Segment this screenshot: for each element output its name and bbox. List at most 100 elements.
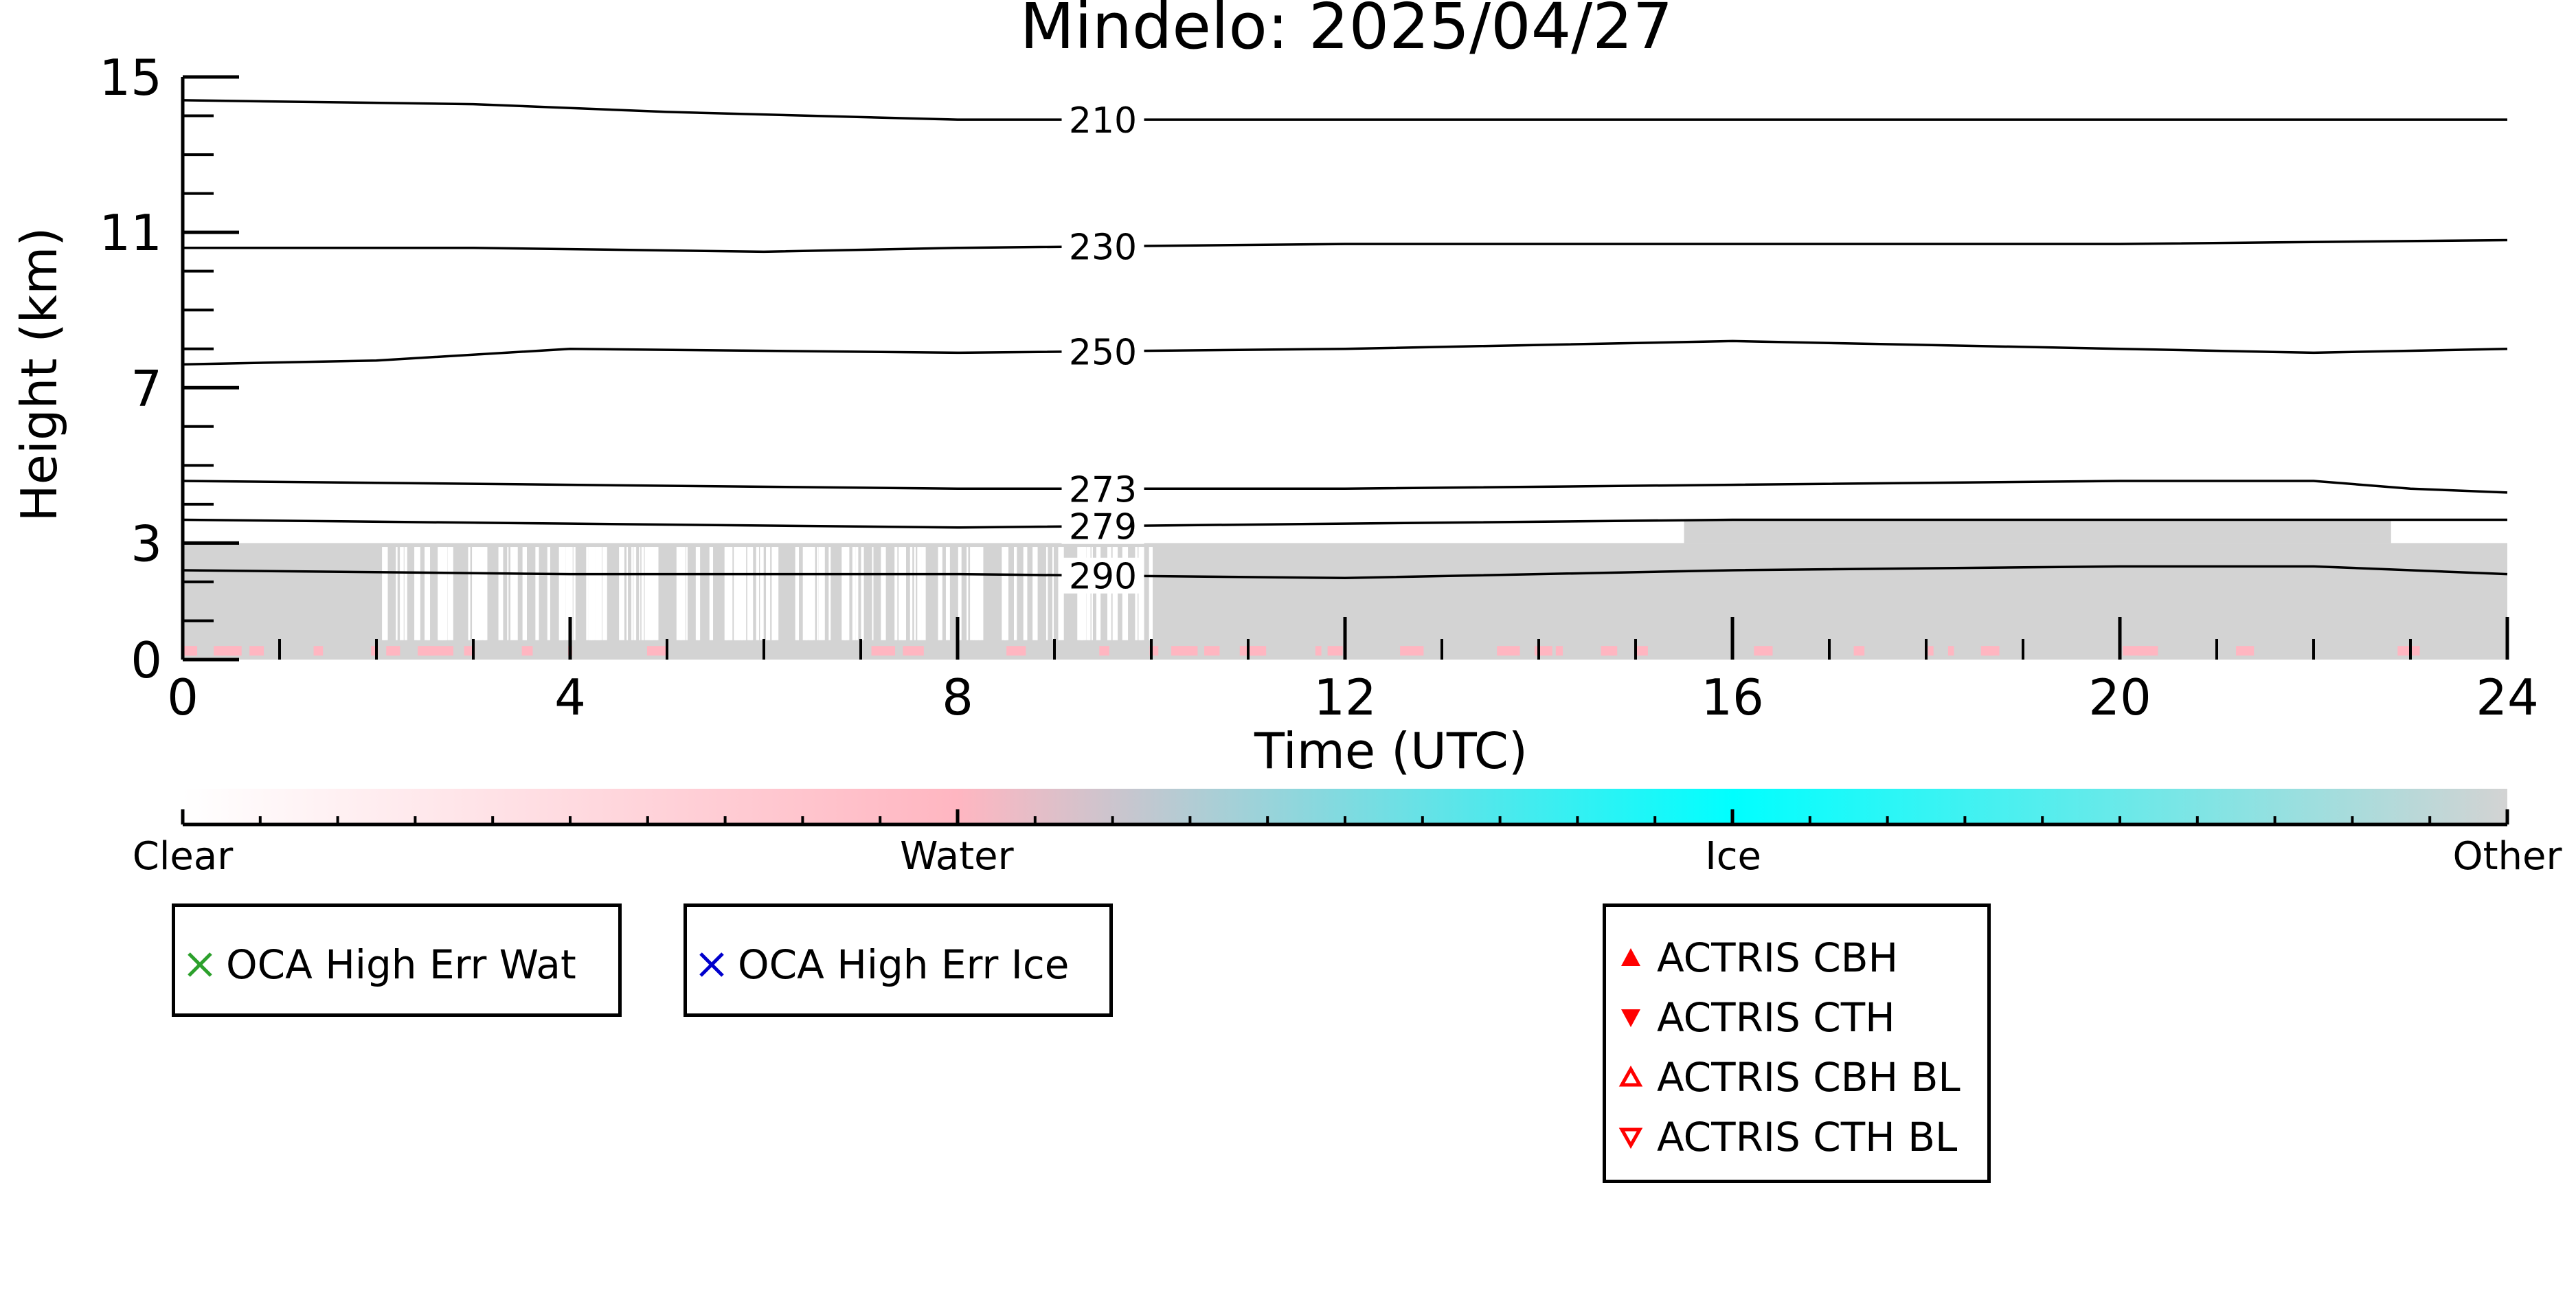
observation-gap [881,547,886,640]
observation-gap [589,547,592,640]
observation-gap [1096,547,1101,640]
observation-gap [975,547,981,640]
contour-label-bg [1061,228,1144,265]
x-tick-label: 20 [2088,669,2151,726]
observation-gap [958,547,962,640]
observation-gap [970,547,975,640]
water-patch [249,646,264,656]
water-patch [521,646,533,656]
observation-gap [598,547,602,640]
observation-gap [686,547,688,640]
observation-gap [747,547,754,640]
observation-gap [726,547,728,640]
water-patch [1099,646,1109,656]
water-patch [2138,646,2158,656]
colorbar: Clear Water Ice Other [133,789,2562,879]
water-patch [221,646,242,656]
water-patch [1555,646,1563,656]
observation-gap [899,547,901,640]
water-patch [1315,646,1322,656]
x-icon [699,952,724,977]
water-patch [371,646,379,656]
contour-230: 230 [183,227,2508,269]
water-patch [183,646,196,656]
observation-gap [680,547,686,640]
water-patch [1006,646,1026,656]
observation-gap [852,547,855,640]
water-patch [1204,646,1220,656]
water-patch [388,646,400,656]
contour-label: 273 [1069,469,1137,510]
observation-gap [761,547,764,640]
observation-gap [795,547,799,640]
observation-gap [481,547,486,640]
observation-gap [468,547,471,640]
observation-gap [565,547,572,640]
observation-gap [1052,547,1054,640]
observation-gap [914,547,916,640]
observation-gap [498,547,504,640]
contour-290: 290 [182,557,2508,598]
x-tick-label: 16 [1701,669,1764,726]
observation-gap [734,547,739,640]
contour-250: 250 [182,332,2508,373]
y-tick-label: 11 [99,204,162,262]
water-patch [646,646,666,656]
observation-gap [547,547,550,640]
observation-gap [475,547,478,640]
contour-line [182,518,2507,529]
y-tick-label: 7 [131,359,162,417]
observation-gap [1058,547,1064,640]
water-patch [1601,646,1614,656]
water-patch [1947,646,1954,656]
observation-gap [447,547,453,640]
observation-gap [855,547,859,640]
contour-label-bg [1061,557,1144,594]
observation-gap [728,547,732,640]
water-patch [1171,646,1190,656]
observation-gap [805,547,811,640]
contour-label-bg [1061,333,1144,370]
observation-gap [414,547,418,640]
observation-gap [972,547,978,640]
contour-label: 279 [1069,507,1137,548]
observation-gap [1023,547,1028,640]
triangle-up-filled-icon [1621,948,1640,966]
colorbar-label: Clear [133,834,234,879]
triangle-up-open-icon [1618,1065,1643,1087]
observation-gap [586,547,589,640]
water-patch [2236,646,2255,656]
legend-label: ACTRIS CTH BL [1657,1114,1958,1160]
legend-label: ACTRIS CBH [1657,934,1899,981]
water-patch [1853,646,1865,656]
observation-gap [1091,547,1093,640]
observation-gap [1122,547,1129,640]
observation-gap [442,547,444,640]
water-patch [1497,646,1520,656]
colorbar-label: Water [900,834,1015,879]
legend-label: OCA High Err Wat [226,941,576,988]
chart-title: Mindelo: 2025/04/27 [1020,0,1673,63]
observation-gap [1149,547,1153,640]
contour-label: 290 [1069,557,1137,598]
contour-line [182,99,2507,121]
observation-gap [979,547,984,640]
x-axis-label: Time (UTC) [1254,722,1528,780]
observation-gap [633,547,637,640]
observation-gap [438,547,443,640]
water-patch [1754,646,1773,656]
observation-gap [1032,547,1037,640]
observation-gap [477,547,482,640]
observation-gap [396,547,398,640]
observation-gap [569,547,573,640]
contour-label-bg [1061,508,1144,544]
water-patch [1244,646,1267,656]
water-patch [2397,646,2420,656]
observation-gap [558,547,563,640]
legend-entry: OCA High Err Wat [183,941,576,988]
water-patch [1400,646,1424,656]
observation-gap [512,547,518,640]
observation-gap [967,547,969,640]
observation-gap [894,547,898,640]
observation-gap [522,547,527,640]
